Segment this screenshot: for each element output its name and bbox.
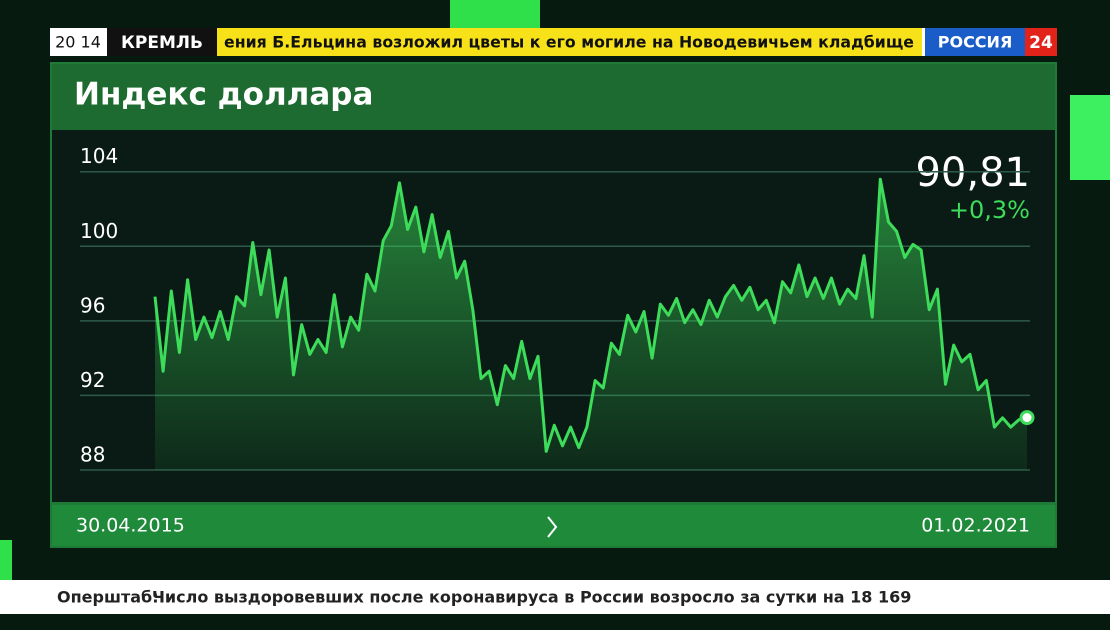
plot: 88 92 96 100 104 30.04.2015 01.02.2021 (76, 144, 1035, 537)
ticker-bar (0, 580, 1110, 614)
y-tick-label: 100 (80, 219, 118, 243)
last-value: 90,81 (915, 150, 1030, 196)
line (153, 177, 1028, 453)
y-tick-label: 88 (80, 443, 105, 467)
change: +0,3% (949, 196, 1030, 224)
area (155, 179, 1027, 470)
channel-number-box (1025, 28, 1057, 56)
y-tick-label: 92 (80, 368, 105, 392)
channel-box (925, 28, 1025, 56)
ticker-source: Оперштаб: (57, 588, 159, 607)
time: 20 14 (55, 33, 101, 52)
y-tick-label: 104 (80, 144, 118, 168)
channel-number: 24 (1029, 33, 1053, 53)
arrow-icon (547, 516, 558, 538)
title-area (52, 64, 1055, 130)
end-point (1019, 410, 1035, 426)
x-tick-label: 30.04.2015 (76, 515, 185, 537)
date-bar (52, 505, 1055, 546)
tag: КРЕМЛЬ (121, 33, 203, 53)
deco (1070, 95, 1110, 180)
x-tick-label: 01.02.2021 (921, 515, 1030, 537)
channel: РОССИЯ (938, 33, 1013, 52)
headline: ения Б.Ельцина возложил цветы к его моги… (224, 33, 914, 52)
ticker-text: Число выздоровевших после коронавируса в… (152, 588, 911, 607)
headline-bar (217, 28, 922, 56)
deco (0, 540, 12, 580)
tag-box (107, 28, 217, 56)
y-tick-label: 96 (80, 293, 105, 317)
chart-title: Индекс доллара (74, 77, 373, 113)
